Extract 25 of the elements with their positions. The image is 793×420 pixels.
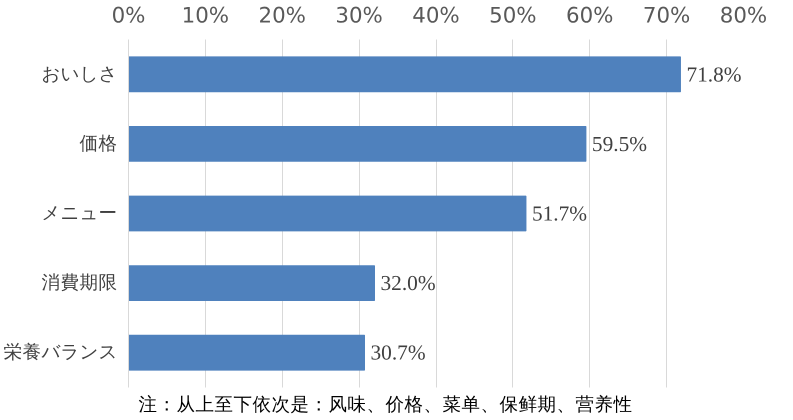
x-tick-label: 50%: [489, 4, 537, 28]
y-tick-label: 消費期限: [42, 272, 118, 294]
y-tick-label: 価格: [80, 133, 118, 154]
x-tick-label: 40%: [412, 4, 460, 28]
bar: [128, 126, 586, 162]
x-tick-label: 70%: [642, 4, 690, 28]
x-tick-label: 0%: [112, 4, 146, 28]
bar: [128, 56, 681, 92]
data-label: 30.7%: [370, 340, 426, 365]
x-tick-label: 60%: [566, 4, 614, 28]
data-label: 51.7%: [532, 202, 588, 226]
data-label: 59.5%: [592, 132, 648, 156]
y-tick-label: おいしさ: [42, 64, 118, 85]
data-label: 71.8%: [686, 62, 742, 86]
x-tick-label: 80%: [720, 4, 768, 28]
y-tick-label: メニュー: [42, 203, 118, 224]
bar: [128, 196, 526, 232]
x-tick-label: 10%: [182, 4, 230, 28]
text: 注：从上至下依次是：风味、价格、菜单、保鲜期、营养性: [138, 394, 632, 416]
bar: [128, 265, 375, 301]
x-tick-label: 20%: [258, 4, 306, 28]
data-label: 32.0%: [380, 271, 436, 296]
y-tick-label: 栄養バランス: [4, 342, 118, 364]
x-tick-label: 30%: [335, 4, 383, 28]
bar: [128, 334, 366, 371]
